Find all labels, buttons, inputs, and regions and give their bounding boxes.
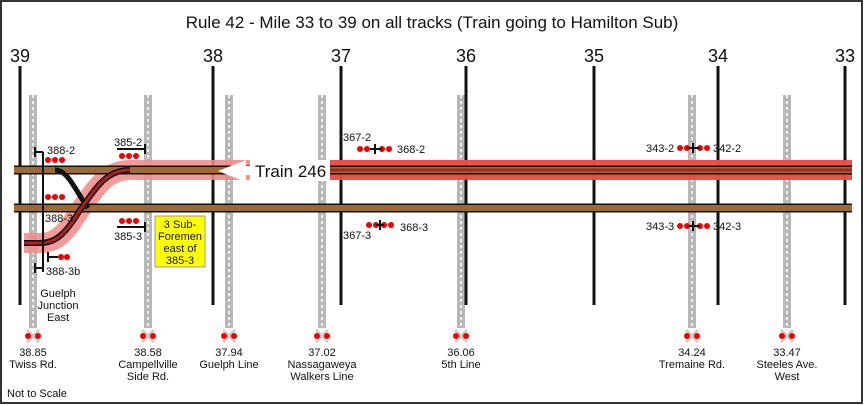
crossing-mile: 34.24 — [678, 347, 706, 359]
crossing-mile: 37.94 — [215, 347, 243, 359]
crossing-name: Walkers Line — [290, 371, 353, 383]
crossing-light-icon — [453, 333, 459, 339]
sub-foremen-note: 3 Sub- Foremen east of 385-3 — [154, 215, 206, 268]
crossing-light-icon — [231, 333, 237, 339]
crossing-name: Tremaine Rd. — [659, 359, 725, 371]
crossing-mile: 37.02 — [308, 347, 336, 359]
crossing-name: Side Rd. — [127, 371, 169, 383]
signal-342-2: 342-2 — [713, 143, 741, 155]
location-line: Junction — [38, 300, 79, 312]
crossing-light-icon — [314, 333, 320, 339]
crossing-light-icon — [35, 333, 41, 339]
crossing-light-icon — [779, 333, 785, 339]
signal-368-3: 368-3 — [400, 222, 428, 234]
crossing-light-icon — [463, 333, 469, 339]
location-line: East — [47, 312, 69, 324]
crossing-mile: 38.58 — [134, 347, 162, 359]
signal-367-3: 367-3 — [343, 230, 371, 242]
guelph-junction-east-label: Guelph Junction East — [38, 288, 79, 324]
note-line: east of — [163, 243, 197, 255]
milepost-label: 39 — [10, 46, 30, 66]
crossing-light-icon — [789, 333, 795, 339]
crossing-light-icon — [324, 333, 330, 339]
crossing-name: Steeles Ave. — [757, 359, 818, 371]
crossing-mile: 36.06 — [447, 347, 475, 359]
crossing-mile: 33.47 — [773, 347, 801, 359]
crossing-name: Twiss Rd. — [9, 359, 57, 371]
crossing-light-icon — [150, 333, 156, 339]
crossing-light-icon — [694, 333, 700, 339]
train-label: Train 246 — [255, 162, 326, 181]
note-line: 385-3 — [166, 255, 194, 267]
milepost-label: 33 — [835, 46, 855, 66]
crossing-light-icon — [140, 333, 146, 339]
not-to-scale-note: Not to Scale — [7, 388, 67, 400]
signal-385-3: 385-3 — [114, 231, 142, 243]
note-line: Foremen — [158, 231, 202, 243]
signal-343-3: 343-3 — [646, 221, 674, 233]
train-246-marker: Train 246 — [218, 160, 330, 182]
signal-388-2: 388-2 — [47, 145, 75, 157]
crossing-name: Guelph Line — [199, 359, 258, 371]
crossing-light-icon — [684, 333, 690, 339]
crossing-name: Campellville — [118, 359, 177, 371]
signal-388-3: 388-3 — [45, 213, 73, 225]
crossing-light-icon — [25, 333, 31, 339]
crossing-mile: 38.85 — [19, 347, 47, 359]
crossing-name: 5th Line — [441, 359, 480, 371]
milepost-label: 35 — [584, 46, 604, 66]
milepost-label: 34 — [708, 46, 728, 66]
crossing-name: West — [775, 371, 800, 383]
signal-368-2: 368-2 — [397, 144, 425, 156]
signals: 388-2 388-3 388-3b 385-2 385-3 367-2 368… — [34, 132, 741, 278]
milepost-label: 36 — [456, 46, 476, 66]
location-line: Guelph — [40, 288, 75, 300]
tracks — [14, 165, 852, 246]
signal-343-2: 343-2 — [646, 143, 674, 155]
crossing-name: Nassagaweya — [287, 359, 357, 371]
mileposts: 39 38 37 36 35 34 33 — [10, 46, 855, 305]
signal-385-2: 385-2 — [114, 137, 142, 149]
diagram-title: Rule 42 - Mile 33 to 39 on all tracks (T… — [186, 13, 679, 32]
signal-388-3b: 388-3b — [46, 266, 80, 278]
crossing-light-icon — [221, 333, 227, 339]
milepost-label: 38 — [203, 46, 223, 66]
milepost-label: 37 — [331, 46, 351, 66]
signal-342-3: 342-3 — [713, 221, 741, 233]
note-line: 3 Sub- — [164, 219, 197, 231]
signal-367-2: 367-2 — [343, 132, 371, 144]
